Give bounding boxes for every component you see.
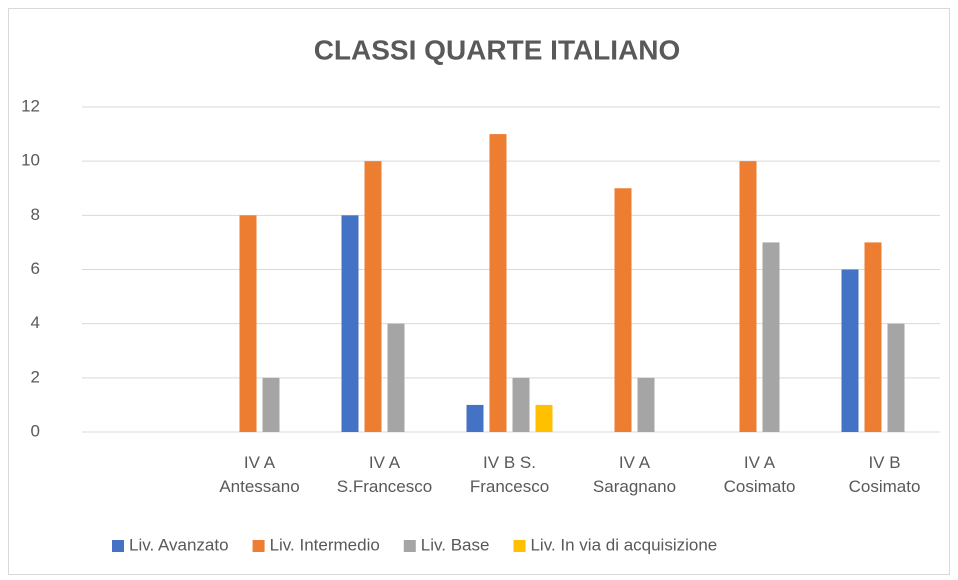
x-tick-label: IV A Saragnano [592,453,677,496]
bar [841,269,859,432]
bar [864,242,882,432]
x-tick-label: IV B S. Francesco [469,453,550,496]
bar [262,377,280,432]
y-tick-label: 12 [21,96,40,115]
bar [387,323,405,432]
bar [364,161,382,432]
y-tick-label: 10 [21,151,40,170]
legend-label: Liv. Base [421,535,490,554]
legend-swatch [403,540,416,552]
bar [614,188,632,432]
chart-border [8,8,950,575]
bar [739,161,757,432]
bar [762,242,780,432]
legend-swatch [112,540,124,552]
legend-label: Liv. Intermedio [270,535,380,554]
bar [887,323,905,432]
y-tick-label: 6 [31,259,40,278]
y-tick-label: 8 [31,205,40,224]
legend-label: Liv. Avanzato [129,535,229,554]
legend-swatch [252,540,265,552]
y-tick-label: 2 [31,367,40,386]
x-tick-label: IV A Cosimato [723,453,796,496]
x-tick-label: IV A Antessano [219,453,300,496]
bar [466,404,484,432]
y-tick-label: 4 [31,313,40,332]
bar [535,404,553,432]
bar [489,134,507,433]
legend-swatch [513,540,526,552]
y-tick-label: 0 [31,421,40,440]
bar [341,215,359,432]
x-tick-label: IV A S.Francesco [336,453,433,496]
bar [512,377,530,432]
bar [637,377,655,432]
bar [239,215,257,432]
x-tick-label: IV B Cosimato [848,453,921,496]
chart-title: CLASSI QUARTE ITALIANO [314,34,681,65]
legend-label: Liv. In via di acquisizione [530,535,717,554]
